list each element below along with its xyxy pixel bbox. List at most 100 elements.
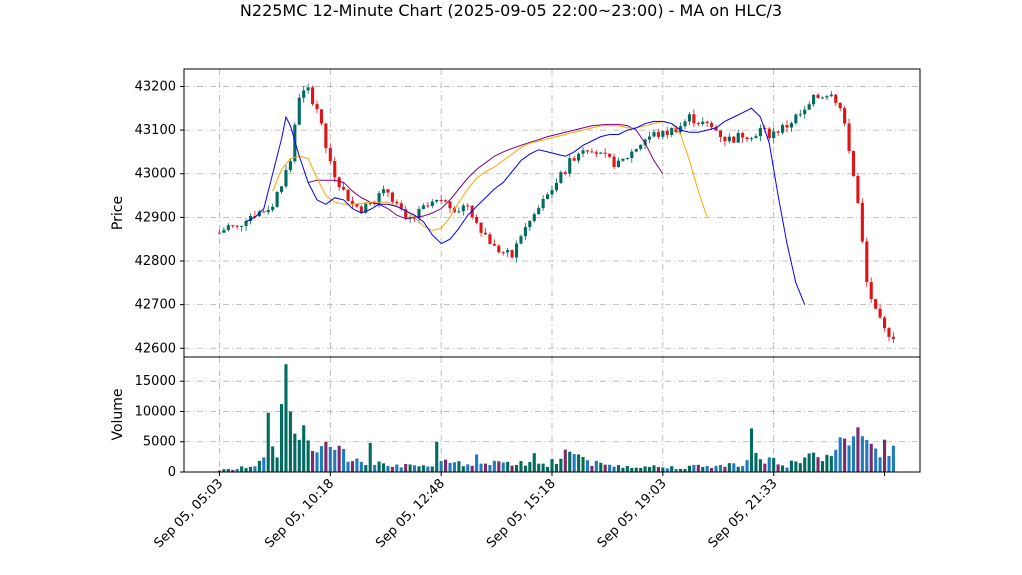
volume-bar xyxy=(803,457,807,472)
volume-bar xyxy=(333,449,337,472)
volume-bar xyxy=(572,454,576,472)
volume-bar xyxy=(869,443,873,472)
volume-bar xyxy=(395,464,399,472)
candle-body xyxy=(594,152,598,154)
candle-body xyxy=(816,94,820,98)
volume-bar xyxy=(346,461,350,472)
candle-body xyxy=(226,225,230,230)
volume-tick-label: 0 xyxy=(168,465,176,480)
candle-body xyxy=(758,128,762,137)
candle-body xyxy=(794,114,798,124)
volume-bar xyxy=(253,466,257,472)
candle-body xyxy=(856,176,860,203)
candle-body xyxy=(297,97,301,125)
volume-bar xyxy=(843,438,847,472)
candle-body xyxy=(244,221,248,226)
candle-body xyxy=(718,130,723,137)
candle-body xyxy=(368,203,372,205)
volume-bar xyxy=(319,446,323,472)
candle-body xyxy=(741,133,745,138)
volume-bar xyxy=(279,404,284,472)
volume-axis-label: Volume xyxy=(110,388,126,440)
volume-bar xyxy=(523,465,527,472)
candle-body xyxy=(342,187,346,190)
volume-bar xyxy=(519,461,523,472)
candle-body xyxy=(231,225,235,227)
candle-body xyxy=(483,232,488,235)
candle-body xyxy=(497,245,501,253)
candle-body xyxy=(337,177,341,188)
candle-body xyxy=(417,209,421,219)
volume-bar xyxy=(497,461,501,472)
candle-body xyxy=(222,229,226,233)
volume-bar xyxy=(231,469,235,472)
volume-bar xyxy=(625,465,629,472)
volume-bar xyxy=(266,412,270,472)
volume-bar xyxy=(887,455,891,472)
volume-bar xyxy=(652,465,656,472)
volume-bar xyxy=(235,469,239,472)
candle-body xyxy=(444,200,448,202)
volume-bar xyxy=(546,466,550,472)
candle-body xyxy=(807,104,811,110)
volume-bar xyxy=(754,452,758,472)
candle-body xyxy=(812,94,816,105)
volume-bar xyxy=(315,452,319,472)
candle-body xyxy=(652,132,656,137)
candle-body xyxy=(656,132,660,137)
volume-bar xyxy=(537,463,541,472)
candle-body xyxy=(306,87,310,91)
candle-body xyxy=(825,96,829,98)
price-axis-label: Price xyxy=(110,196,126,230)
candle-body xyxy=(838,102,842,109)
volume-bar xyxy=(865,439,869,472)
candle-body xyxy=(293,124,297,162)
volume-bar xyxy=(634,467,638,472)
candle-body xyxy=(559,172,563,183)
candle-body xyxy=(687,114,691,122)
volume-bar xyxy=(368,442,372,472)
volume-bar xyxy=(577,454,581,472)
candle-body xyxy=(692,114,696,124)
candle-body xyxy=(754,136,758,139)
candle-body xyxy=(563,172,567,174)
candle-body xyxy=(479,222,483,233)
volume-bar xyxy=(271,446,275,472)
candle-body xyxy=(501,252,505,254)
volume-bar xyxy=(851,436,856,472)
volume-bar xyxy=(692,464,696,472)
candle-body xyxy=(488,234,492,245)
ma-short-line xyxy=(245,107,806,305)
volume-bar xyxy=(306,440,310,472)
candle-body xyxy=(882,317,887,329)
candle-body xyxy=(891,336,895,339)
volume-bar xyxy=(293,433,297,472)
volume-bar xyxy=(275,457,279,472)
candle-body xyxy=(710,122,714,128)
volume-bar xyxy=(563,449,567,472)
volume-bar xyxy=(337,445,341,472)
volume-bar xyxy=(311,450,315,472)
candle-body xyxy=(634,148,638,152)
volume-bar xyxy=(585,460,590,472)
candle-body xyxy=(577,153,581,161)
volume-bar xyxy=(679,468,683,472)
candle-body xyxy=(346,189,350,201)
candle-body xyxy=(523,227,527,237)
x-tick-label: Sep 05, 05:03 xyxy=(151,476,226,551)
candle-body xyxy=(670,127,674,135)
volume-bar xyxy=(829,456,833,472)
volume-bar xyxy=(776,464,780,472)
volume-bar xyxy=(262,457,266,472)
volume-bar xyxy=(856,427,860,472)
candle-body xyxy=(257,211,261,217)
candle-body xyxy=(647,136,652,140)
candle-body xyxy=(355,203,359,207)
price-tick-label: 43000 xyxy=(135,167,176,182)
candle-body xyxy=(554,182,558,191)
volume-bar xyxy=(364,465,368,472)
volume-bar xyxy=(825,454,829,472)
volume-bar xyxy=(435,441,439,472)
x-tick-label: Sep 05, 15:18 xyxy=(484,476,559,551)
